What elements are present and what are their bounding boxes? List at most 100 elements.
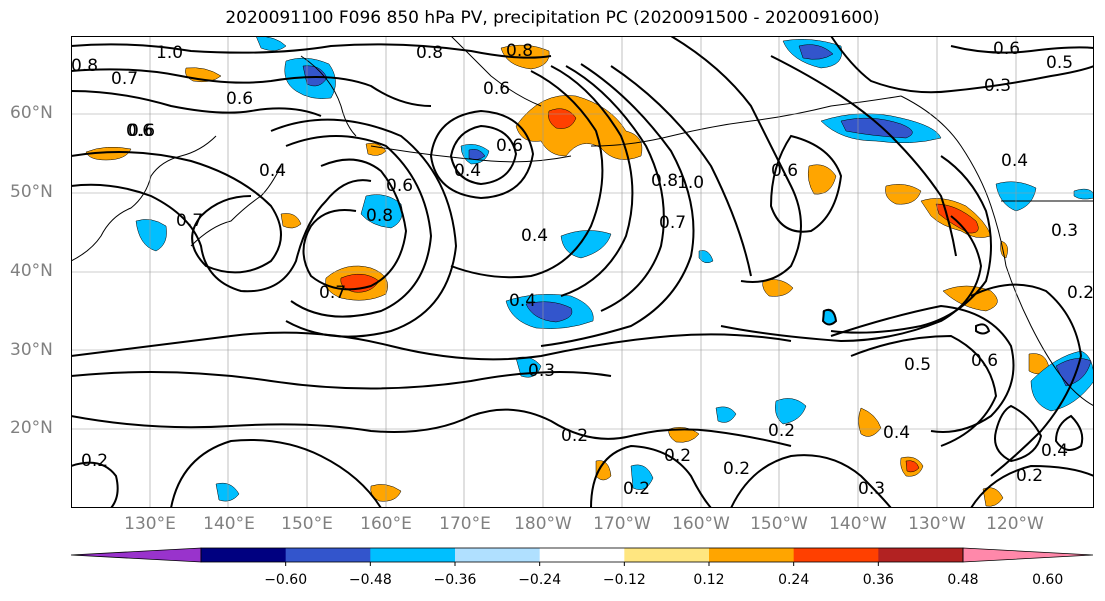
pv-contour <box>769 134 843 233</box>
coastline-bering <box>450 36 542 107</box>
colorbar-tick-label: 0.48 <box>947 572 979 588</box>
precip-negative-area <box>630 464 654 490</box>
precip-positive-area <box>548 108 577 129</box>
precip-negative-area <box>215 482 240 502</box>
pv-contour <box>830 36 1094 94</box>
contour-label: 0.2 <box>561 426 588 446</box>
contour-label: 0.7 <box>111 69 138 89</box>
colorbar-tick-label: −0.60 <box>264 572 308 588</box>
contour-label: 0.6 <box>971 351 998 371</box>
contour-label: 0.8 <box>416 43 443 63</box>
precip-negative-area <box>1055 358 1092 387</box>
pv-contour <box>994 404 1043 463</box>
colorbar-tick-label: 0.36 <box>862 572 894 588</box>
pv-contour <box>71 43 552 59</box>
pv-contour <box>71 151 282 274</box>
coastline-alaska <box>590 95 902 147</box>
contour-label: 0.7 <box>176 211 203 231</box>
pv-contour <box>71 68 432 107</box>
contour-label: 0.5 <box>904 355 931 375</box>
pv-contour <box>565 65 665 312</box>
lon-label: 120°W <box>986 514 1044 534</box>
colorbar-tick-label: −0.12 <box>602 572 646 588</box>
lon-label: 130°W <box>908 514 966 534</box>
contour-label: 0.4 <box>883 423 910 443</box>
lat-label: 30°N <box>10 340 53 360</box>
contour-label: 0.3 <box>1051 221 1078 241</box>
contour-label: 0.7 <box>319 283 346 303</box>
pv-contour <box>285 135 433 318</box>
pv-contour <box>270 118 458 338</box>
colorbar-tick-label: −0.48 <box>348 572 392 588</box>
map-title: 2020091100 F096 850 hPa PV, precipitatio… <box>225 8 880 28</box>
contour-label: 0.8 <box>71 56 98 76</box>
colorbar-segment <box>624 548 710 562</box>
precip-negative-area <box>360 194 403 229</box>
precip-negative-area <box>525 301 573 323</box>
contour-label: 0.2 <box>81 451 108 471</box>
precip-negative-area <box>1073 188 1094 200</box>
lat-label: 60°N <box>10 103 53 123</box>
pv-contour <box>550 65 634 297</box>
contour-label: 0.8 <box>506 41 533 61</box>
contour-label: 0.2 <box>664 446 691 466</box>
pv-contour <box>720 215 983 343</box>
contour-label: 0.4 <box>454 161 481 181</box>
precip-positive-area <box>595 460 612 481</box>
precip-positive-area <box>668 427 700 443</box>
pv-contour <box>770 55 957 257</box>
colorbar-outline <box>200 547 964 563</box>
precip-positive-area <box>982 487 1004 507</box>
pv-contour <box>71 408 792 447</box>
pv-contour <box>71 461 119 508</box>
precip-positive-area <box>340 273 380 293</box>
pv-contour <box>970 464 1094 508</box>
pv-contour <box>302 158 408 291</box>
coastline-na-west <box>900 95 1094 407</box>
contour-label: 0.5 <box>1046 53 1073 73</box>
contour-label: 0.8 <box>651 171 678 191</box>
contour-label: 0.2 <box>1016 466 1043 486</box>
coastline-kamchatka <box>300 55 357 137</box>
pv-contour <box>1054 414 1084 451</box>
contour-label: 1.0 <box>156 43 183 63</box>
contour-label: 0.6 <box>128 121 155 141</box>
coastlines <box>71 36 1094 407</box>
lon-label: 170°W <box>593 514 651 534</box>
lat-label: 20°N <box>10 418 53 438</box>
colorbar-tick-label: 0.24 <box>778 572 810 588</box>
colorbar-segment <box>370 548 456 562</box>
contour-label: 0.6 <box>126 121 153 141</box>
contour-label: 0.3 <box>984 76 1011 96</box>
contour-label: 0.3 <box>528 361 555 381</box>
pv-contour <box>590 444 712 508</box>
contour-label: 0.4 <box>521 226 548 246</box>
pv-contour <box>670 36 802 283</box>
lon-label: 150°E <box>281 514 333 534</box>
lon-label: 160°W <box>672 514 730 534</box>
precip-negative-area <box>798 44 834 60</box>
contour-label: 0.6 <box>496 136 523 156</box>
pv-contour <box>540 63 695 347</box>
lon-label: 140°E <box>203 514 255 534</box>
lon-label: 180°W <box>514 514 572 534</box>
precip-positive-area <box>885 184 922 205</box>
contour-label: 0.4 <box>1001 151 1028 171</box>
pv-contour <box>970 283 1083 477</box>
precip-positive-area <box>858 407 882 437</box>
pv-contour <box>950 45 1094 54</box>
contour-label: 0.6 <box>771 161 798 181</box>
contour-label: 0.4 <box>509 291 536 311</box>
colorbar-tick-label: 0.60 <box>1032 572 1064 588</box>
pv-contour <box>830 155 992 334</box>
pv-contour <box>975 323 991 335</box>
pv-contour <box>71 90 322 117</box>
contour-label: 1.0 <box>677 173 704 193</box>
colorbar-segment <box>709 548 795 562</box>
colorbar-segment <box>793 548 879 562</box>
contour-label: 0.2 <box>723 459 750 479</box>
contour-labels: 1.0 0.8 0.7 0.8 0.6 0.6 0.8 0.6 0.6 0.5 … <box>71 39 1094 499</box>
pv-contour <box>170 439 382 508</box>
contour-label: 0.2 <box>623 479 650 499</box>
pv-contour <box>850 334 998 447</box>
